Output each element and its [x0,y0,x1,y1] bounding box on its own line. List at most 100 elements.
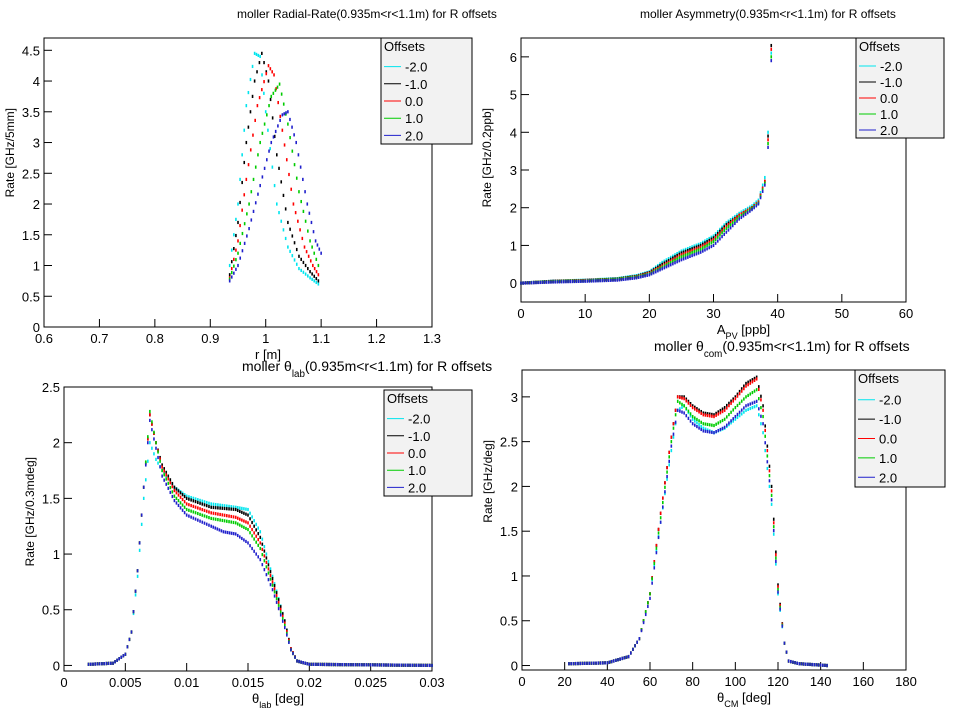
data-point [727,224,730,229]
data-point [738,414,741,418]
data-point [762,414,764,419]
data-point [315,280,318,285]
data-point [190,498,192,502]
data-point [666,466,668,470]
data-point [779,603,781,608]
data-point [642,620,645,625]
data-point [253,524,255,528]
data-point [297,219,299,223]
data-point [265,72,268,76]
data-point [245,177,248,182]
data-point [149,409,151,414]
data-point [714,237,717,242]
data-point [685,414,688,418]
data-point [309,259,312,263]
data-point [263,549,266,553]
data-point [179,506,182,510]
data-point [308,662,311,666]
data-point [201,513,204,517]
data-point [699,241,702,246]
data-point [729,218,732,222]
data-point [223,506,226,511]
data-point [197,498,199,502]
data-point [261,547,264,552]
data-point [175,491,178,495]
data-point [755,204,758,208]
data-point [188,495,190,499]
data-point [185,502,188,506]
data-point [205,500,208,505]
data-point [383,663,385,667]
data-point [221,513,224,517]
data-point [296,659,298,663]
data-point [676,260,678,264]
data-point [171,481,174,486]
data-point [169,478,172,482]
data-point [676,395,679,399]
data-point [702,240,704,244]
data-point [263,166,266,170]
data-point [431,663,433,668]
data-point [758,397,760,401]
data-point [706,238,708,242]
data-point [742,212,745,216]
data-point [230,260,233,264]
data-point [134,593,137,597]
data-point [691,404,694,408]
data-point [169,490,172,495]
data-point [185,494,188,498]
data-point [153,437,155,441]
data-point [736,217,738,221]
data-point [721,235,723,239]
data-point [535,281,537,285]
data-point [286,633,288,637]
x-axis-label: θlab [deg] [252,691,304,710]
data-point [661,260,663,264]
x-tick-label: 0.01 [174,675,199,690]
data-point [284,623,286,627]
data-point [682,257,685,261]
data-point [581,661,584,666]
data-point [257,526,260,530]
data-point [667,258,670,263]
data-point [251,94,254,99]
data-point [249,544,251,548]
data-point [721,409,724,414]
data-point [740,408,743,412]
data-point [239,241,242,245]
data-point [328,662,330,667]
data-point [130,630,133,634]
data-point [190,515,192,519]
data-point [539,280,542,285]
data-point [271,70,273,74]
data-point [320,251,322,255]
data-point [670,435,673,439]
data-point [306,202,309,206]
data-point [230,270,233,275]
data-point [312,662,315,666]
data-point [745,395,747,399]
data-point [698,419,700,423]
data-point [822,663,824,667]
data-point [625,277,627,281]
data-point [284,207,287,211]
data-point [300,268,302,273]
data-point [695,249,698,253]
data-point [543,280,546,284]
data-point [730,410,732,414]
data-point [687,416,690,420]
y-tick-label: 1 [53,547,60,562]
data-point [181,508,184,512]
data-point [755,200,758,204]
data-point [267,567,270,571]
data-point [736,403,739,408]
data-point [261,51,263,55]
data-point [239,535,241,539]
data-point [725,223,728,227]
x-tick-label: 1.1 [312,331,330,346]
data-point [283,143,286,147]
data-point [682,254,685,258]
data-point [402,663,405,667]
data-point [672,256,674,260]
data-point [214,512,217,516]
